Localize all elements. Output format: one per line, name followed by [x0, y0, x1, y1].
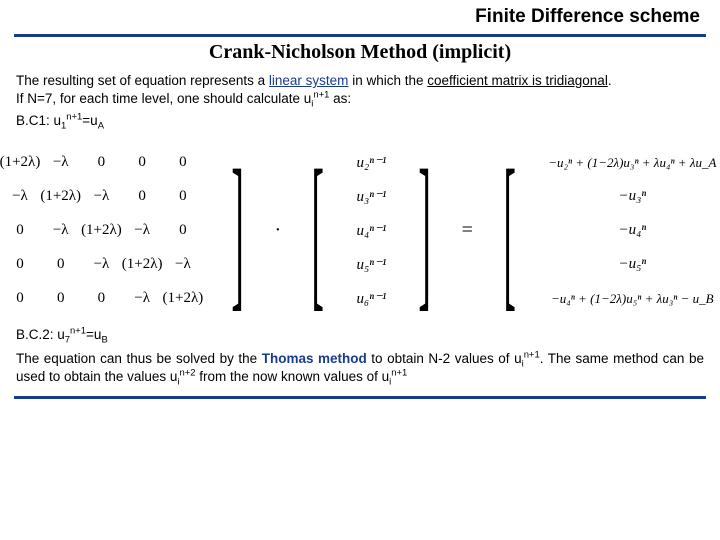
bc2-a: B.C.2: u [16, 327, 65, 342]
matrix-A: (1+2λ)−λ000 −λ(1+2λ)−λ00 0−λ(1+2λ)−λ0 00… [0, 146, 203, 316]
vector-rhs: −u₂ⁿ + (1−2λ)u₃ⁿ + λu₄ⁿ + λu_A −u₃ⁿ −u₄ⁿ… [544, 146, 720, 316]
p1-b: in which the [348, 73, 427, 88]
p2-sup3: n+1 [391, 367, 407, 378]
subtitle: Crank-Nicholson Method (implicit) [0, 41, 720, 64]
p1-linear-system: linear system [269, 73, 349, 88]
bottom-rule [14, 396, 706, 399]
p1-a: The resulting set of equation represents… [16, 73, 269, 88]
p2-a: The equation can thus be solved by the [16, 351, 262, 366]
p2-b: to obtain N-2 values of u [367, 351, 522, 366]
p2-sup2: n+2 [179, 367, 195, 378]
bc1: B.C1: u1n+1=uA [16, 112, 704, 130]
paragraph-1: The resulting set of equation represents… [0, 72, 720, 131]
p2-sup1: n+1 [524, 349, 540, 360]
lbracket-rhs [503, 145, 516, 317]
p1-coef: coefficient matrix is tridiagonal [427, 73, 608, 88]
top-rule [14, 34, 706, 37]
thomas-method: Thomas method [262, 351, 367, 366]
line-if: If N=7, for each time level, one should … [16, 91, 311, 106]
bc1-sup: n+1 [66, 112, 82, 123]
p2-d: from the now known values of u [196, 369, 390, 384]
dot-operator: · [273, 219, 284, 242]
header-title: Finite Difference scheme [475, 6, 700, 27]
bc2: B.C.2: u7n+1=uB [0, 327, 720, 342]
bc1-a: B.C1: u [16, 113, 61, 128]
p1-c: . [608, 73, 612, 88]
equals-sign: = [460, 219, 475, 242]
rbracket-u [419, 145, 432, 317]
rbracket-A [232, 145, 245, 317]
matrix-equation: (1+2λ)−λ000 −λ(1+2λ)−λ00 0−λ(1+2λ)−λ0 00… [10, 145, 710, 317]
bc2-sup: n+1 [70, 325, 86, 336]
bc2-sub2: B [101, 334, 107, 345]
lbracket-u [312, 145, 325, 317]
bc1-sub2: A [98, 121, 104, 132]
vector-u: u₂ⁿ⁻¹ u₃ⁿ⁻¹ u₄ⁿ⁻¹ u₅ⁿ⁻¹ u₆ⁿ⁻¹ [353, 146, 391, 316]
line-if-tail: as: [329, 91, 351, 106]
slide-header: Finite Difference scheme [0, 0, 720, 30]
paragraph-2: The equation can thus be solved by the T… [0, 350, 720, 386]
bc1-b: =u [82, 113, 97, 128]
bc2-b: =u [86, 327, 101, 342]
line-if-sup: n+1 [313, 90, 329, 101]
